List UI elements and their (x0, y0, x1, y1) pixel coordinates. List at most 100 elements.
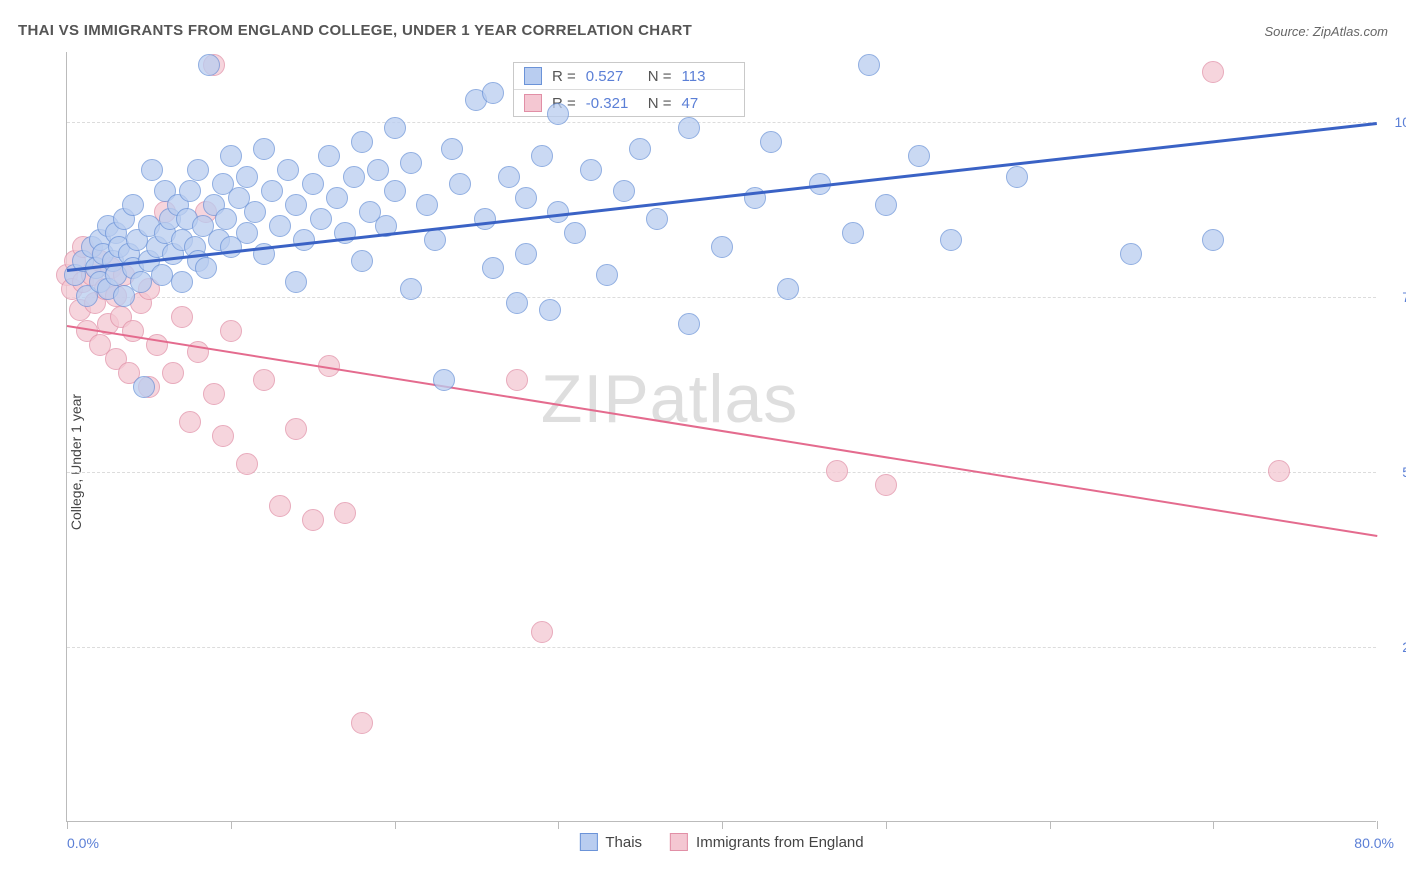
scatter-point-thais (302, 173, 324, 195)
scatter-point-thais (1202, 229, 1224, 251)
scatter-point-thais (482, 82, 504, 104)
scatter-point-england (334, 502, 356, 524)
scatter-point-england (236, 453, 258, 475)
plot-area: ZIPatlas R = 0.527 N = 113 R = -0.321 N … (66, 52, 1376, 822)
scatter-point-thais (711, 236, 733, 258)
scatter-point-thais (141, 159, 163, 181)
scatter-point-thais (130, 271, 152, 293)
trend-line-england (67, 325, 1377, 537)
scatter-point-thais (244, 201, 266, 223)
stat-label: N = (648, 68, 672, 85)
bottom-legend: Thais Immigrants from England (579, 833, 863, 851)
scatter-point-thais (351, 250, 373, 272)
scatter-point-england (269, 495, 291, 517)
y-tick-label: 75.0% (1402, 289, 1406, 305)
scatter-point-thais (343, 166, 365, 188)
scatter-point-thais (580, 159, 602, 181)
scatter-point-thais (433, 369, 455, 391)
scatter-point-thais (277, 159, 299, 181)
scatter-point-thais (449, 173, 471, 195)
scatter-point-thais (195, 257, 217, 279)
stat-r-value: -0.321 (586, 95, 638, 112)
scatter-point-thais (400, 152, 422, 174)
x-tick (1377, 821, 1378, 829)
scatter-point-thais (122, 194, 144, 216)
y-tick-label: 25.0% (1402, 639, 1406, 655)
scatter-point-thais (678, 117, 700, 139)
x-tick (1050, 821, 1051, 829)
scatter-point-thais (215, 208, 237, 230)
scatter-point-thais (326, 187, 348, 209)
legend-label: Immigrants from England (696, 834, 864, 851)
y-tick-label: 50.0% (1402, 464, 1406, 480)
scatter-point-thais (269, 215, 291, 237)
scatter-point-thais (858, 54, 880, 76)
scatter-point-thais (187, 159, 209, 181)
watermark: ZIPatlas (541, 360, 798, 438)
scatter-point-england (285, 418, 307, 440)
swatch-icon (670, 833, 688, 851)
scatter-point-thais (171, 271, 193, 293)
scatter-point-thais (547, 103, 569, 125)
scatter-point-thais (351, 131, 373, 153)
scatter-point-thais (400, 278, 422, 300)
stat-n-value: 113 (682, 68, 734, 85)
grid-line (67, 122, 1376, 123)
chart-container: College, Under 1 year ZIPatlas R = 0.527… (18, 52, 1388, 872)
scatter-point-thais (261, 180, 283, 202)
scatter-point-england (826, 460, 848, 482)
scatter-point-thais (384, 180, 406, 202)
scatter-point-thais (384, 117, 406, 139)
scatter-point-thais (842, 222, 864, 244)
scatter-point-thais (179, 180, 201, 202)
scatter-point-thais (198, 54, 220, 76)
scatter-point-thais (1120, 243, 1142, 265)
scatter-point-thais (498, 166, 520, 188)
scatter-point-england (1268, 460, 1290, 482)
scatter-point-england (162, 362, 184, 384)
scatter-point-thais (424, 229, 446, 251)
scatter-point-thais (482, 257, 504, 279)
stat-r-value: 0.527 (586, 68, 638, 85)
stat-label: R = (552, 68, 576, 85)
x-tick (558, 821, 559, 829)
grid-line (67, 647, 1376, 648)
scatter-point-england (171, 306, 193, 328)
y-tick-label: 100.0% (1395, 114, 1406, 130)
x-tick (231, 821, 232, 829)
scatter-point-thais (678, 313, 700, 335)
swatch-icon (579, 833, 597, 851)
chart-title: THAI VS IMMIGRANTS FROM ENGLAND COLLEGE,… (18, 22, 692, 39)
x-tick (886, 821, 887, 829)
grid-line (67, 297, 1376, 298)
source-attribution: Source: ZipAtlas.com (1264, 24, 1388, 39)
scatter-point-thais (416, 194, 438, 216)
scatter-point-thais (908, 145, 930, 167)
scatter-point-thais (236, 222, 258, 244)
scatter-point-thais (515, 187, 537, 209)
scatter-point-thais (310, 208, 332, 230)
x-tick (1213, 821, 1214, 829)
scatter-point-england (1202, 61, 1224, 83)
scatter-point-england (253, 369, 275, 391)
grid-line (67, 472, 1376, 473)
scatter-point-thais (220, 145, 242, 167)
scatter-point-england (351, 712, 373, 734)
legend-label: Thais (605, 834, 642, 851)
x-tick (722, 821, 723, 829)
scatter-point-thais (506, 292, 528, 314)
scatter-point-thais (646, 208, 668, 230)
scatter-point-england (302, 509, 324, 531)
scatter-point-thais (564, 222, 586, 244)
scatter-point-thais (293, 229, 315, 251)
scatter-point-thais (539, 299, 561, 321)
swatch-icon (524, 67, 542, 85)
stats-row-thais: R = 0.527 N = 113 (514, 63, 744, 90)
scatter-point-thais (1006, 166, 1028, 188)
scatter-point-thais (285, 271, 307, 293)
legend-item-england: Immigrants from England (670, 833, 864, 851)
scatter-point-thais (777, 278, 799, 300)
scatter-point-england (220, 320, 242, 342)
scatter-point-thais (133, 376, 155, 398)
scatter-point-england (179, 411, 201, 433)
